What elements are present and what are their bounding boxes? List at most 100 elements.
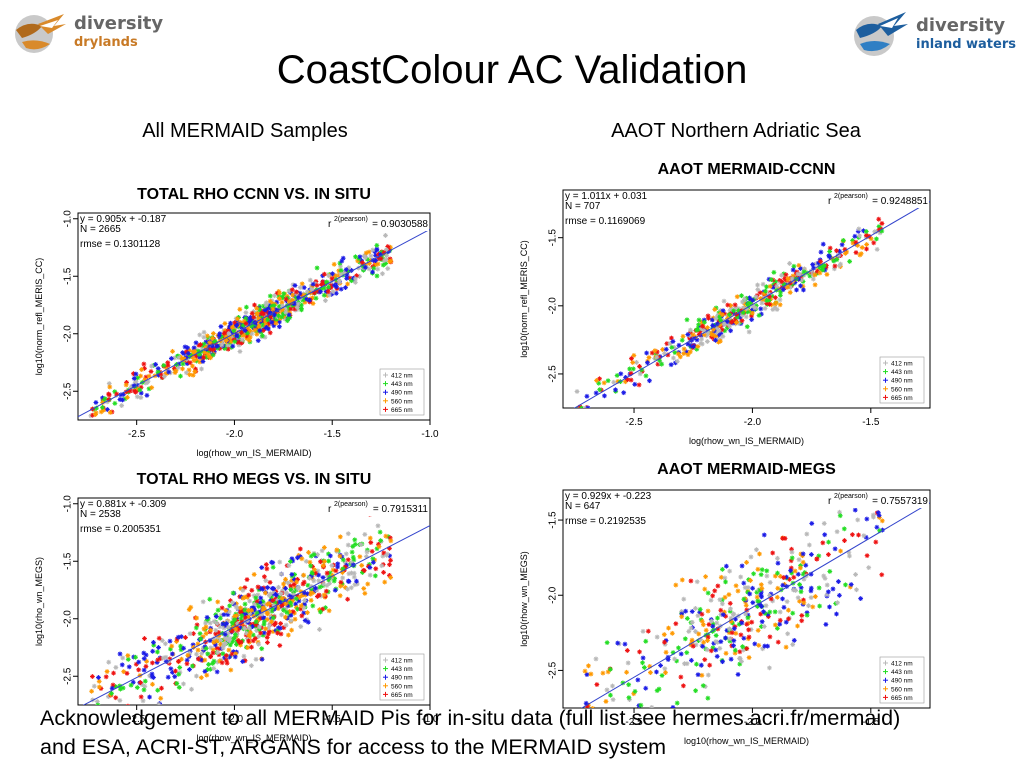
data-point [743, 314, 749, 320]
data-point [659, 673, 665, 678]
data-point [208, 654, 213, 660]
data-point [791, 263, 797, 269]
data-point [177, 665, 183, 670]
data-point [796, 557, 802, 563]
data-point [688, 625, 694, 631]
data-point [348, 585, 354, 591]
data-point [96, 684, 102, 690]
data-point [677, 354, 683, 360]
data-point [134, 685, 140, 690]
data-point [307, 277, 313, 283]
data-point [871, 240, 877, 246]
data-point [706, 622, 712, 627]
data-point [273, 320, 279, 326]
data-point [320, 575, 326, 580]
data-point [285, 632, 291, 638]
data-point [206, 662, 212, 667]
data-point [262, 590, 268, 596]
data-point [821, 573, 827, 579]
data-point [313, 295, 319, 301]
data-point [149, 660, 155, 666]
data-point [694, 661, 699, 667]
data-point [254, 331, 260, 337]
data-point [156, 635, 162, 641]
data-point [646, 355, 652, 360]
data-point [610, 697, 616, 703]
data-point [852, 233, 858, 239]
data-point [695, 613, 701, 619]
data-point [269, 586, 275, 591]
data-point [689, 619, 695, 625]
data-point [222, 321, 228, 326]
data-point [739, 563, 745, 569]
data-point [100, 404, 105, 410]
data-point [718, 607, 724, 613]
data-point [675, 351, 681, 357]
data-point [230, 343, 236, 349]
data-point [763, 288, 768, 294]
data-point [214, 645, 220, 651]
data-point [785, 284, 791, 290]
data-point [233, 604, 239, 610]
data-point [754, 594, 760, 600]
data-point [156, 645, 161, 650]
data-point [272, 622, 277, 628]
data-point [847, 259, 853, 264]
data-point [256, 315, 262, 321]
data-point [255, 592, 261, 598]
data-point [148, 369, 154, 374]
data-point [731, 638, 737, 644]
x-tick-label: -2.0 [226, 714, 244, 725]
data-point [174, 681, 180, 686]
data-point [758, 306, 764, 312]
data-point [284, 591, 290, 597]
data-point [683, 608, 689, 614]
data-point [759, 567, 765, 573]
data-point [221, 612, 227, 617]
legend-marker [383, 389, 388, 395]
data-point [239, 329, 245, 335]
data-point [648, 670, 653, 675]
data-point [289, 572, 295, 577]
data-point [385, 266, 391, 271]
data-point [334, 284, 339, 290]
data-point [824, 272, 830, 277]
legend-label: 443 nm [891, 669, 913, 676]
data-point [710, 623, 716, 629]
data-point [379, 563, 385, 569]
data-point [210, 647, 216, 653]
r2-superscript: 2(pearson) [834, 193, 868, 200]
data-point [333, 290, 339, 296]
data-point [791, 574, 797, 580]
data-point [113, 665, 119, 670]
data-point [227, 642, 233, 648]
slide-title: CoastColour AC Validation [276, 48, 748, 92]
subheading-right: AAOT Northern Adriatic Sea [611, 120, 861, 142]
data-point [367, 572, 373, 578]
y-tick-label: -1.0 [63, 210, 74, 228]
data-point [764, 568, 770, 574]
data-point [301, 285, 307, 291]
data-point [124, 670, 130, 676]
data-point [125, 703, 130, 705]
data-point [277, 324, 282, 330]
data-point [574, 389, 580, 394]
data-point [288, 618, 294, 624]
data-point [209, 347, 215, 352]
data-point [281, 581, 286, 587]
data-point [699, 672, 705, 678]
data-point [857, 252, 863, 258]
data-point [758, 572, 764, 578]
data-point [138, 395, 144, 401]
data-point [624, 648, 630, 653]
data-point [780, 582, 786, 588]
data-point [666, 625, 671, 631]
data-point [790, 610, 796, 616]
data-point [722, 594, 728, 600]
data-point [191, 345, 197, 351]
data-point [307, 559, 313, 565]
data-point [338, 267, 344, 273]
x-tick-label: -2.5 [625, 417, 643, 428]
fit-annotation-bg [79, 214, 149, 236]
data-point [723, 635, 728, 641]
